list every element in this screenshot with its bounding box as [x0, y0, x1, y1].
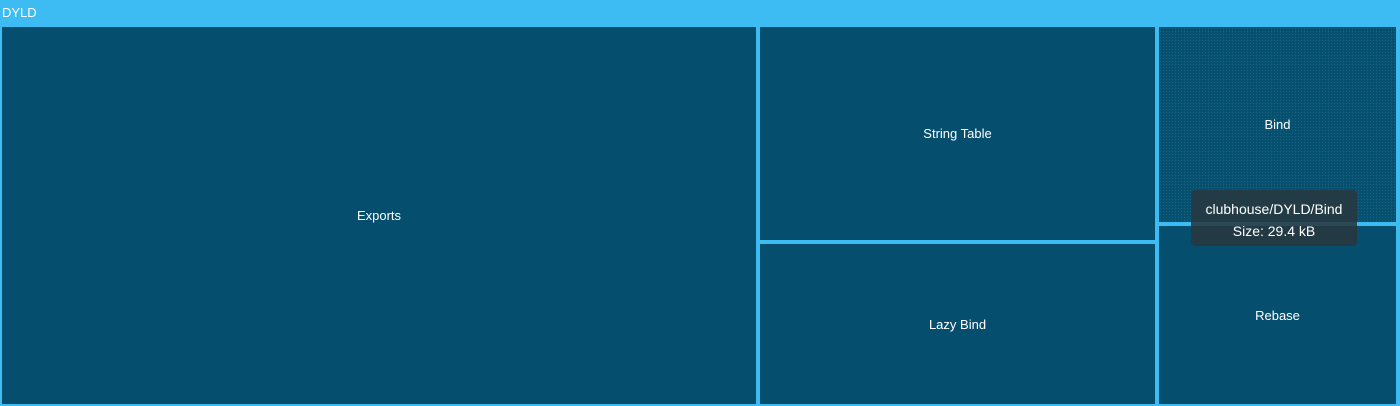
- cell-label-lazy-bind: Lazy Bind: [928, 316, 987, 332]
- tooltip-size: Size: 29.4 kB: [1232, 223, 1316, 239]
- cell-label-string-table: String Table: [923, 126, 992, 141]
- cell-label-rebase: Rebase: [1255, 307, 1300, 323]
- cell-label-exports: Exports: [356, 208, 402, 223]
- treemap-cell-rebase[interactable]: Rebase: [1159, 226, 1396, 404]
- treemap-cell-string-table[interactable]: String Table: [760, 27, 1155, 240]
- treemap-cell-bind[interactable]: Bind: [1159, 27, 1396, 222]
- treemap-cell-exports[interactable]: Exports: [2, 27, 756, 404]
- cell-label-bind: Bind: [1264, 117, 1291, 132]
- treemap-cell-lazy-bind[interactable]: Lazy Bind: [760, 244, 1155, 404]
- treemap-root-label[interactable]: DYLD: [0, 0, 1400, 26]
- tooltip-path: clubhouse/DYLD/Bind: [1205, 201, 1343, 217]
- hover-tooltip: clubhouse/DYLD/Bind Size: 29.4 kB: [1191, 190, 1357, 246]
